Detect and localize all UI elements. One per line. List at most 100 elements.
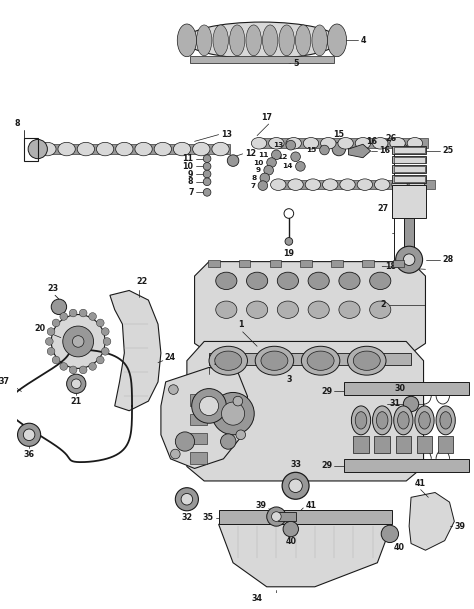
Circle shape (60, 362, 68, 370)
Circle shape (51, 314, 105, 368)
Circle shape (101, 348, 109, 355)
Bar (374, 436, 390, 453)
Circle shape (52, 319, 60, 327)
Ellipse shape (209, 347, 247, 375)
Text: 10: 10 (182, 162, 193, 171)
Ellipse shape (216, 272, 237, 289)
Text: 38: 38 (214, 358, 225, 367)
Text: 34: 34 (252, 594, 263, 602)
Text: 39: 39 (455, 522, 465, 530)
Bar (24, 138, 38, 161)
Ellipse shape (355, 412, 367, 429)
Ellipse shape (135, 143, 152, 156)
Circle shape (203, 171, 211, 178)
Ellipse shape (212, 143, 229, 156)
Bar (392, 166, 427, 173)
Circle shape (52, 356, 60, 364)
Bar (209, 353, 411, 365)
Text: 37: 37 (0, 378, 10, 386)
Bar (353, 436, 369, 453)
Ellipse shape (277, 272, 299, 289)
Text: 7: 7 (188, 188, 193, 197)
Text: 25: 25 (443, 147, 454, 155)
Text: 16: 16 (366, 137, 377, 146)
Ellipse shape (339, 301, 360, 319)
Circle shape (23, 429, 35, 440)
Circle shape (96, 319, 104, 327)
Text: 40: 40 (286, 537, 297, 546)
Bar (47, 144, 230, 154)
Text: 36: 36 (24, 450, 35, 459)
Circle shape (285, 238, 293, 245)
Circle shape (181, 493, 192, 505)
Circle shape (267, 507, 286, 526)
Ellipse shape (246, 301, 268, 319)
Circle shape (212, 392, 254, 435)
Circle shape (381, 525, 399, 543)
Ellipse shape (246, 25, 261, 56)
Ellipse shape (339, 272, 360, 289)
Circle shape (403, 396, 419, 412)
Bar (190, 395, 207, 406)
Circle shape (228, 155, 239, 166)
Circle shape (296, 161, 305, 171)
Text: 21: 21 (71, 397, 82, 406)
Circle shape (28, 139, 47, 159)
Text: 33: 33 (290, 460, 301, 470)
Ellipse shape (308, 301, 329, 319)
Text: 23: 23 (47, 284, 59, 294)
Polygon shape (187, 342, 424, 481)
Circle shape (73, 336, 84, 347)
Bar (393, 259, 404, 267)
Bar (190, 414, 207, 425)
Text: 8: 8 (188, 177, 193, 186)
Text: 22: 22 (136, 276, 147, 286)
Ellipse shape (192, 143, 210, 156)
Circle shape (67, 374, 86, 393)
Text: 11: 11 (182, 154, 193, 163)
Ellipse shape (154, 143, 172, 156)
Text: 18: 18 (385, 262, 396, 271)
Text: 41: 41 (305, 501, 316, 510)
Text: 5: 5 (294, 59, 299, 68)
Polygon shape (219, 524, 392, 587)
Text: 31: 31 (390, 400, 401, 409)
Circle shape (69, 366, 77, 374)
Ellipse shape (197, 25, 212, 56)
Text: 12: 12 (246, 149, 257, 158)
Text: 13: 13 (273, 143, 283, 148)
Bar (208, 259, 219, 267)
Circle shape (319, 145, 329, 155)
Circle shape (203, 163, 211, 171)
Ellipse shape (185, 22, 339, 58)
Circle shape (89, 362, 96, 370)
Ellipse shape (392, 179, 407, 191)
Circle shape (272, 150, 281, 160)
Bar (392, 156, 427, 163)
Circle shape (51, 299, 67, 314)
Circle shape (233, 396, 243, 406)
Circle shape (332, 143, 346, 156)
Text: 3: 3 (286, 375, 292, 384)
Ellipse shape (301, 347, 340, 375)
Circle shape (220, 434, 236, 449)
Text: 12: 12 (277, 153, 288, 160)
Circle shape (283, 521, 299, 537)
Bar (190, 433, 207, 445)
Circle shape (175, 488, 199, 511)
Text: 26: 26 (385, 134, 397, 143)
Text: 29: 29 (321, 461, 332, 470)
Bar (278, 512, 296, 521)
Bar (404, 218, 414, 257)
Ellipse shape (246, 272, 268, 289)
Ellipse shape (213, 25, 228, 56)
Ellipse shape (374, 179, 390, 191)
Ellipse shape (96, 143, 114, 156)
Ellipse shape (440, 412, 451, 429)
Bar (270, 259, 281, 267)
Text: 4: 4 (361, 36, 366, 45)
Circle shape (200, 396, 219, 415)
Text: 30: 30 (395, 384, 406, 393)
Ellipse shape (279, 25, 294, 56)
Bar (301, 259, 312, 267)
